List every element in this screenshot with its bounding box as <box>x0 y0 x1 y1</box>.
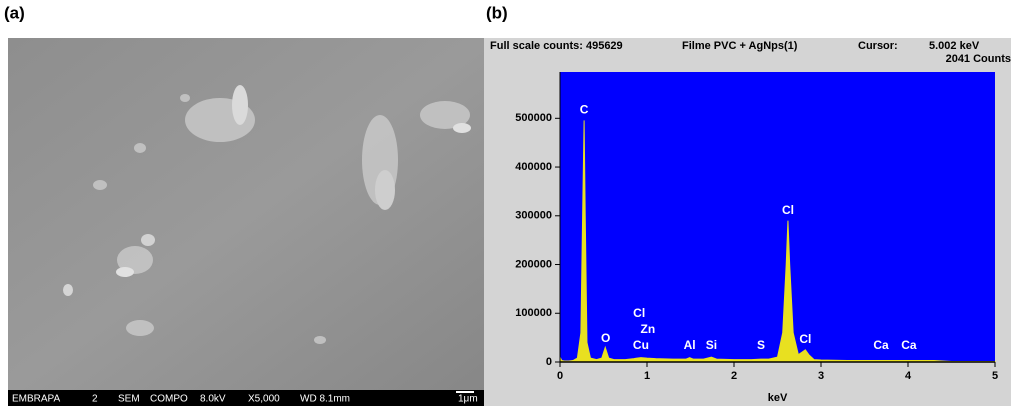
x-tick-label: 2 <box>731 370 737 382</box>
header-text: 5.002 keV <box>929 40 980 52</box>
info-text: 8.0kV <box>200 394 226 405</box>
y-tick-label: 400000 <box>515 161 552 173</box>
plot: 0 100000 200000 300000 400000 500000 0 1 2 3 4 5 keV… <box>515 72 998 404</box>
x-axis-label: keV <box>768 392 788 404</box>
header-text: Cursor: <box>858 40 898 52</box>
peak-label: Zn <box>641 322 656 336</box>
panel-label: (b) <box>486 3 508 22</box>
panel-label: (a) <box>4 3 25 22</box>
x-tick-label: 5 <box>992 370 998 382</box>
info-text: 2 <box>92 394 98 405</box>
spectrum <box>559 120 996 363</box>
peak-label: Ca <box>873 338 889 352</box>
info-text: X5,000 <box>248 394 280 405</box>
x-tick-label: 4 <box>905 370 912 382</box>
peak-label: Cu <box>633 338 649 352</box>
info-bar: EMBRAPA 2 SEM COMPO 8.0kV X5,000 WD 8.1mm 1μm <box>12 391 478 405</box>
peak-label: C <box>580 103 589 117</box>
peak-label: Al <box>684 338 696 352</box>
y-tick-label: 300000 <box>515 210 552 222</box>
peak-label: Si <box>706 338 717 352</box>
peak-label: Cl <box>633 306 645 320</box>
info-text: COMPO <box>150 394 188 405</box>
x-tick-label: 3 <box>818 370 824 382</box>
peak-label: O <box>601 331 610 345</box>
info-text: SEM <box>118 394 140 405</box>
plot-area <box>560 72 995 362</box>
header-text: Full scale counts: 495629 <box>490 40 623 52</box>
x-tick-label: 1 <box>644 370 650 382</box>
info-text: EMBRAPA <box>12 394 60 405</box>
y-tick-label: 500000 <box>515 112 552 124</box>
y-tick-label: 200000 <box>515 258 552 270</box>
peak-label: Cl <box>799 332 811 346</box>
peak-label: Ca <box>901 338 917 352</box>
sem-image <box>8 38 487 406</box>
info-text: 1μm <box>458 394 478 405</box>
info-text: WD 8.1mm <box>300 394 350 405</box>
x-tick-label: 0 <box>557 370 563 382</box>
y-tick-label: 0 <box>546 356 552 368</box>
peak-label: S <box>757 338 765 352</box>
peak-label: Cl <box>782 203 794 217</box>
header-text: 2041 Counts <box>946 53 1011 65</box>
header-text: Filme PVC + AgNps(1) <box>682 40 798 52</box>
y-tick-label: 100000 <box>515 307 552 319</box>
